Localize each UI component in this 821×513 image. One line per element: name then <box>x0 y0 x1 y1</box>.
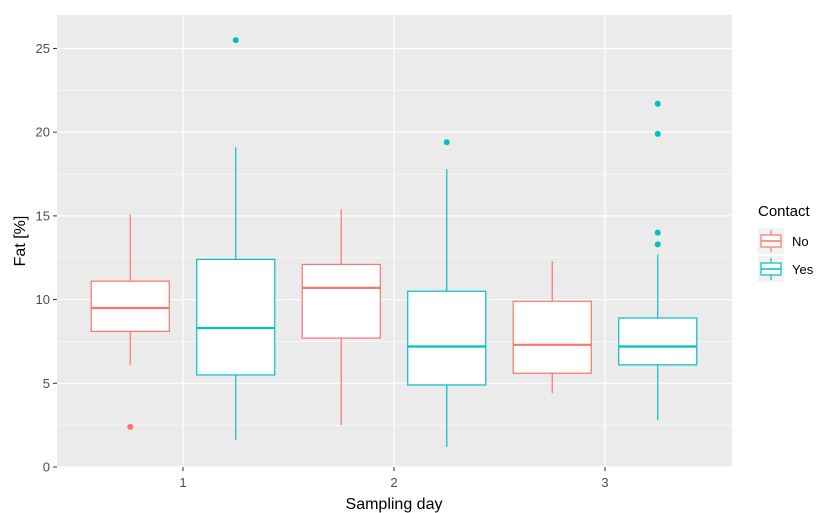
legend-label: No <box>792 234 809 249</box>
box-iqr <box>301 263 381 339</box>
box-yes-3 <box>618 100 698 421</box>
box-iqr <box>618 317 698 366</box>
y-tick-label: 5 <box>43 376 50 391</box>
y-tick-label: 15 <box>36 208 50 223</box>
box-iqr <box>196 258 276 376</box>
x-axis-title: Sampling day <box>346 496 443 513</box>
box-iqr <box>90 280 170 332</box>
legend-title: Contact <box>758 203 811 220</box>
x-tick-label: 2 <box>390 475 397 490</box>
y-tick-label: 25 <box>36 41 50 56</box>
x-tick-label: 3 <box>601 475 608 490</box>
y-axis: 0 5 10 15 20 25 <box>36 41 57 475</box>
outlier-point <box>654 100 661 107</box>
outlier-point <box>443 139 450 146</box>
outlier-point <box>654 241 661 248</box>
boxes <box>90 37 698 447</box>
box-no-3 <box>512 261 592 394</box>
outlier-point <box>232 37 239 44</box>
box-yes-2 <box>407 139 487 447</box>
box-yes-1 <box>196 37 276 441</box>
outlier-point <box>127 423 134 430</box>
y-tick-label: 10 <box>36 292 50 307</box>
legend-label: Yes <box>792 262 814 277</box>
outlier-point <box>654 229 661 236</box>
x-tick-label: 1 <box>179 475 186 490</box>
box-iqr <box>407 290 487 386</box>
y-tick-label: 0 <box>43 460 50 475</box>
outlier-point <box>654 130 661 137</box>
y-tick-label: 20 <box>36 125 50 140</box>
y-axis-title: Fat [%] <box>12 216 29 267</box>
box-no-1 <box>90 214 170 430</box>
box-iqr <box>512 300 592 374</box>
legend: Contact No Yes <box>758 203 814 282</box>
box-no-2 <box>301 209 381 426</box>
x-axis: 1 2 3 <box>179 467 609 490</box>
